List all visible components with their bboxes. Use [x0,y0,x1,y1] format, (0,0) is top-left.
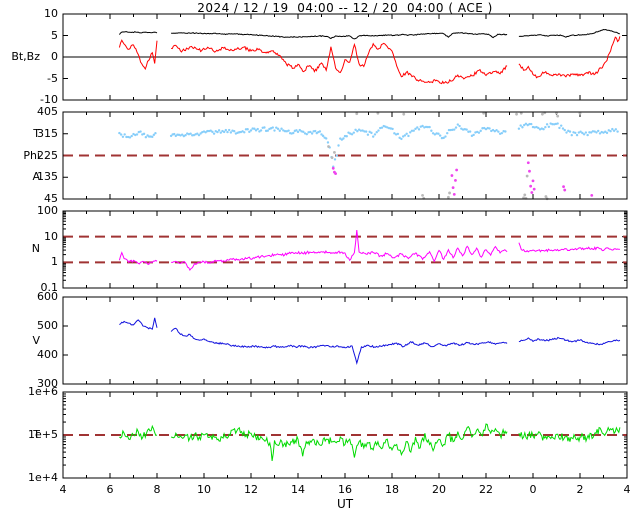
y-tick-label: 405 [37,105,58,118]
x-tick-label: 22 [479,483,493,496]
y-tick-label: 1e+4 [28,471,58,484]
panel-axis-label: T [33,126,40,140]
panel-axis-label: Bt,Bz [11,50,40,63]
x-tick-label: 12 [244,483,258,496]
plot-title: 2024 / 12 / 19 04:00 -- 12 / 20 04:00 ( … [197,1,493,15]
y-tick-label: 5 [51,28,58,42]
x-tick-label: 6 [106,483,114,496]
y-tick-label: 100 [37,204,58,217]
panel-axis-label: A [32,170,40,184]
y-tick-label: 10 [44,229,58,243]
x-axis-label: UT [336,497,354,511]
x-tick-label: 18 [385,483,399,496]
y-tick-label: 1 [51,255,58,269]
y-tick-label: 135 [37,170,58,184]
x-tick-label: 0 [529,483,537,496]
x-tick-label: 8 [153,483,161,496]
y-tick-label: 225 [37,148,58,162]
y-tick-label: 600 [37,290,58,303]
panel-axis-label: N [31,242,40,256]
x-tick-label: 4 [59,483,67,496]
y-tick-label: 45 [44,192,58,205]
panel-axis-label: Phi [23,148,40,162]
y-tick-label: -5 [47,71,58,85]
y-tick-label: 0.1 [40,281,59,294]
panel-axis-label: T [33,428,40,441]
x-tick-label: 2 [576,483,584,496]
y-tick-label: 10 [44,7,58,20]
y-tick-label: 1e+5 [28,428,58,441]
x-tick-label: 4 [623,483,631,496]
y-tick-label: 1e+6 [28,385,58,398]
y-tick-label: 300 [37,377,58,390]
x-tick-label: 14 [291,483,305,496]
y-tick-label: 0 [51,50,58,63]
panel-axis-label: V [32,333,40,347]
x-tick-label: 10 [197,483,211,496]
y-tick-label: 315 [37,126,58,140]
y-tick-label: -10 [40,93,58,106]
y-tick-label: 400 [37,348,58,361]
y-tick-label: 500 [37,319,58,332]
x-tick-label: 20 [432,483,446,496]
x-tick-label: 16 [338,483,352,496]
